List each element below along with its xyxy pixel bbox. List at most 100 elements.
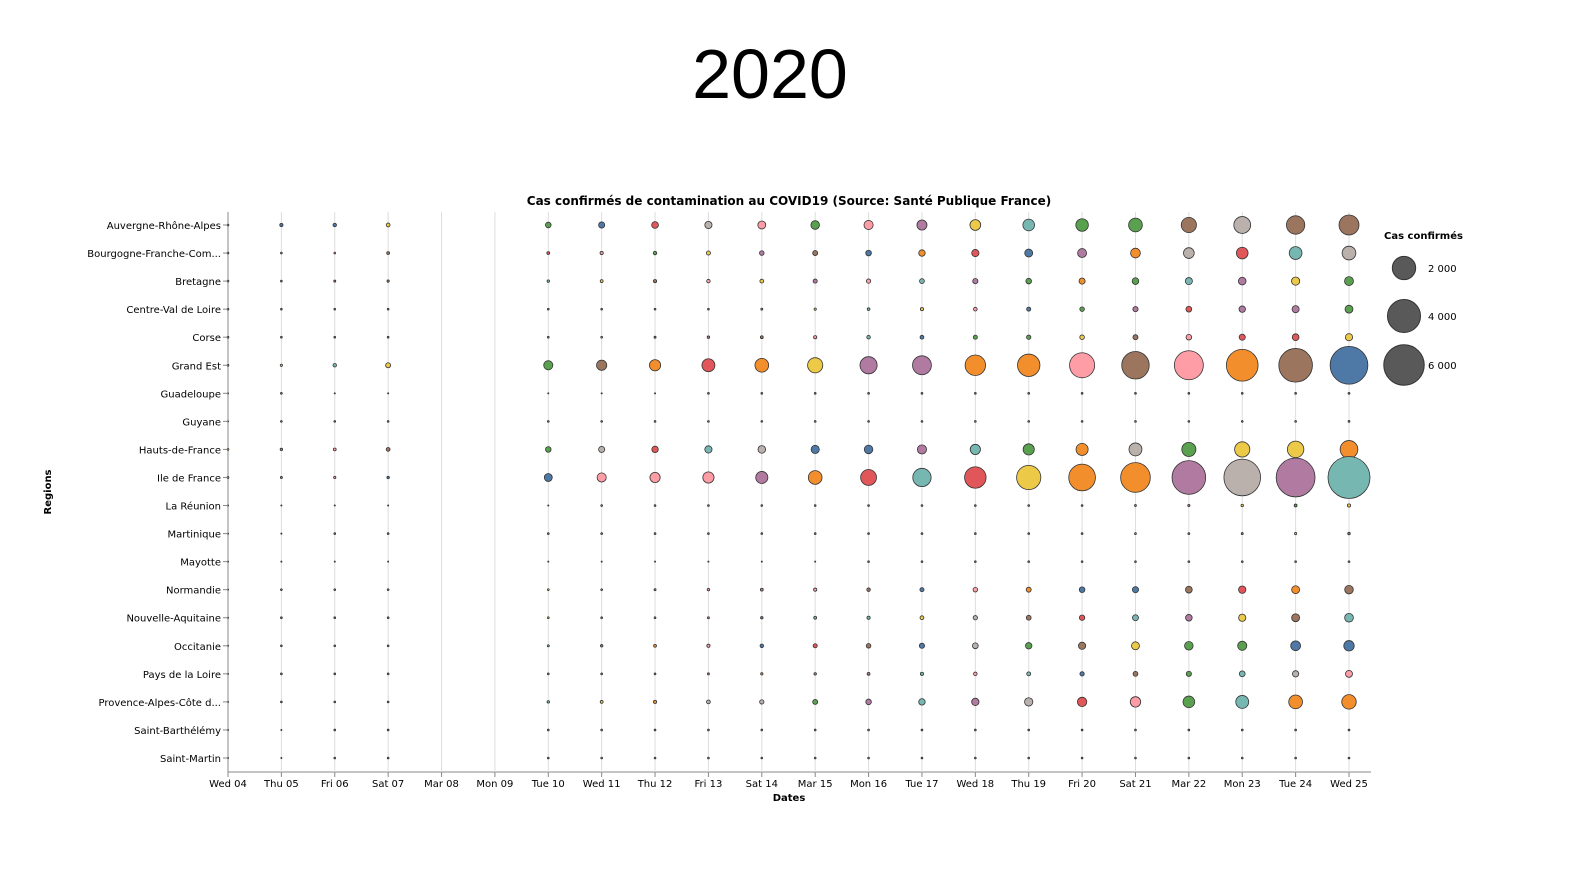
bubble-point bbox=[280, 279, 283, 283]
bubble-point bbox=[653, 588, 657, 592]
bubble-point bbox=[707, 392, 710, 395]
bubble-point bbox=[386, 616, 390, 620]
bubble-point bbox=[706, 335, 711, 339]
bubble-point bbox=[1347, 560, 1351, 563]
bubble-point bbox=[600, 560, 603, 563]
bubble-point bbox=[600, 532, 603, 535]
bubble-point bbox=[1134, 560, 1137, 563]
bubble-point bbox=[333, 504, 336, 507]
legend-label: 4 000 bbox=[1428, 312, 1457, 323]
bubble-point bbox=[760, 307, 764, 311]
bubble-point bbox=[1327, 456, 1371, 499]
bubble-point bbox=[920, 728, 924, 732]
y-tick-label: Centre-Val de Loire bbox=[126, 305, 221, 316]
bubble-point bbox=[653, 335, 657, 339]
bubble-point bbox=[706, 699, 711, 705]
bubble-point bbox=[651, 221, 659, 229]
bubble-point bbox=[973, 306, 978, 312]
chart-title: Cas confirmés de contamination au COVID1… bbox=[527, 194, 1051, 208]
bubble-point bbox=[1240, 728, 1244, 732]
bubble-point bbox=[596, 472, 607, 483]
bubble-point bbox=[867, 532, 870, 535]
bubble-point bbox=[920, 756, 924, 760]
bubble-point bbox=[333, 475, 337, 480]
bubble-point bbox=[1134, 756, 1137, 760]
bubble-point bbox=[333, 307, 337, 311]
bubble-point bbox=[912, 467, 932, 488]
bubble-point bbox=[600, 392, 603, 395]
bubble-point bbox=[1240, 503, 1244, 508]
bubble-point bbox=[1017, 353, 1041, 377]
bubble-point bbox=[760, 616, 764, 620]
bubble-point bbox=[920, 420, 924, 423]
bubble-point bbox=[1347, 391, 1351, 395]
legend-bubble bbox=[1386, 298, 1422, 334]
bubble-point bbox=[333, 616, 337, 620]
bubble-point bbox=[813, 335, 818, 340]
bubble-point bbox=[1238, 333, 1246, 341]
bubble-point bbox=[1027, 756, 1031, 760]
bubble-point bbox=[1134, 504, 1137, 507]
bubble-point bbox=[333, 672, 337, 676]
bubble-point bbox=[912, 355, 932, 376]
bubble-point bbox=[1027, 532, 1031, 535]
bubble-point bbox=[1078, 614, 1086, 621]
bubble-point bbox=[280, 672, 283, 676]
bubble-point bbox=[600, 728, 603, 732]
bubble-point bbox=[812, 278, 818, 284]
bubble-point bbox=[600, 672, 603, 676]
bubble-point bbox=[600, 588, 603, 591]
bubble-point bbox=[920, 504, 924, 507]
bubble-point bbox=[653, 504, 657, 507]
bubble-point bbox=[760, 560, 763, 563]
bubble-point bbox=[1080, 560, 1084, 563]
bubble-point bbox=[280, 560, 283, 563]
bubble-point bbox=[333, 251, 337, 255]
bubble-point bbox=[1347, 756, 1351, 760]
bubble-point bbox=[754, 357, 770, 373]
bubble-point bbox=[600, 616, 603, 620]
x-tick-label: Fri 20 bbox=[1068, 779, 1096, 790]
bubble-point bbox=[867, 420, 870, 423]
page-title: 2020 bbox=[692, 35, 848, 113]
bubble-point bbox=[1238, 613, 1247, 622]
bubble-point bbox=[653, 532, 657, 535]
bubble-point bbox=[813, 615, 818, 620]
x-tick-label: Thu 12 bbox=[637, 779, 673, 790]
bubble-point bbox=[759, 250, 765, 256]
bubble-point bbox=[654, 560, 657, 563]
bubble-point bbox=[280, 644, 283, 648]
y-tick-label: La Réunion bbox=[166, 501, 221, 513]
bubble-point bbox=[974, 756, 977, 760]
bubble-point bbox=[973, 671, 978, 677]
bubble-point bbox=[547, 504, 550, 507]
bubble-point bbox=[385, 447, 391, 452]
bubble-point bbox=[385, 362, 392, 369]
bubble-point bbox=[386, 588, 390, 591]
x-tick-label: Sat 14 bbox=[746, 779, 778, 790]
bubble-point bbox=[1187, 756, 1191, 760]
bubble-point bbox=[546, 251, 551, 255]
bubble-point bbox=[972, 615, 978, 621]
bubble-point bbox=[1025, 614, 1032, 621]
bubble-point bbox=[280, 616, 283, 620]
bubble-point bbox=[280, 757, 283, 760]
bubble-point bbox=[919, 307, 924, 312]
bubble-point bbox=[707, 504, 710, 507]
bubble-point bbox=[920, 392, 924, 395]
bubble-point bbox=[865, 249, 872, 257]
y-tick-label: Martinique bbox=[167, 530, 221, 541]
legend-bubble bbox=[1383, 344, 1425, 386]
bubble-point bbox=[1129, 696, 1142, 708]
bubble-point bbox=[1181, 441, 1197, 457]
bubble-point bbox=[1079, 671, 1085, 677]
bubble-point bbox=[600, 420, 603, 423]
x-tick-label: Mon 09 bbox=[476, 779, 513, 790]
x-tick-label: Wed 18 bbox=[956, 779, 994, 790]
bubble-point bbox=[813, 587, 818, 592]
bubble-point bbox=[1171, 460, 1207, 495]
bubble-point bbox=[1294, 420, 1297, 423]
bubble-point bbox=[1132, 306, 1139, 313]
bubble-point bbox=[332, 222, 337, 228]
bubble-point bbox=[706, 588, 711, 592]
